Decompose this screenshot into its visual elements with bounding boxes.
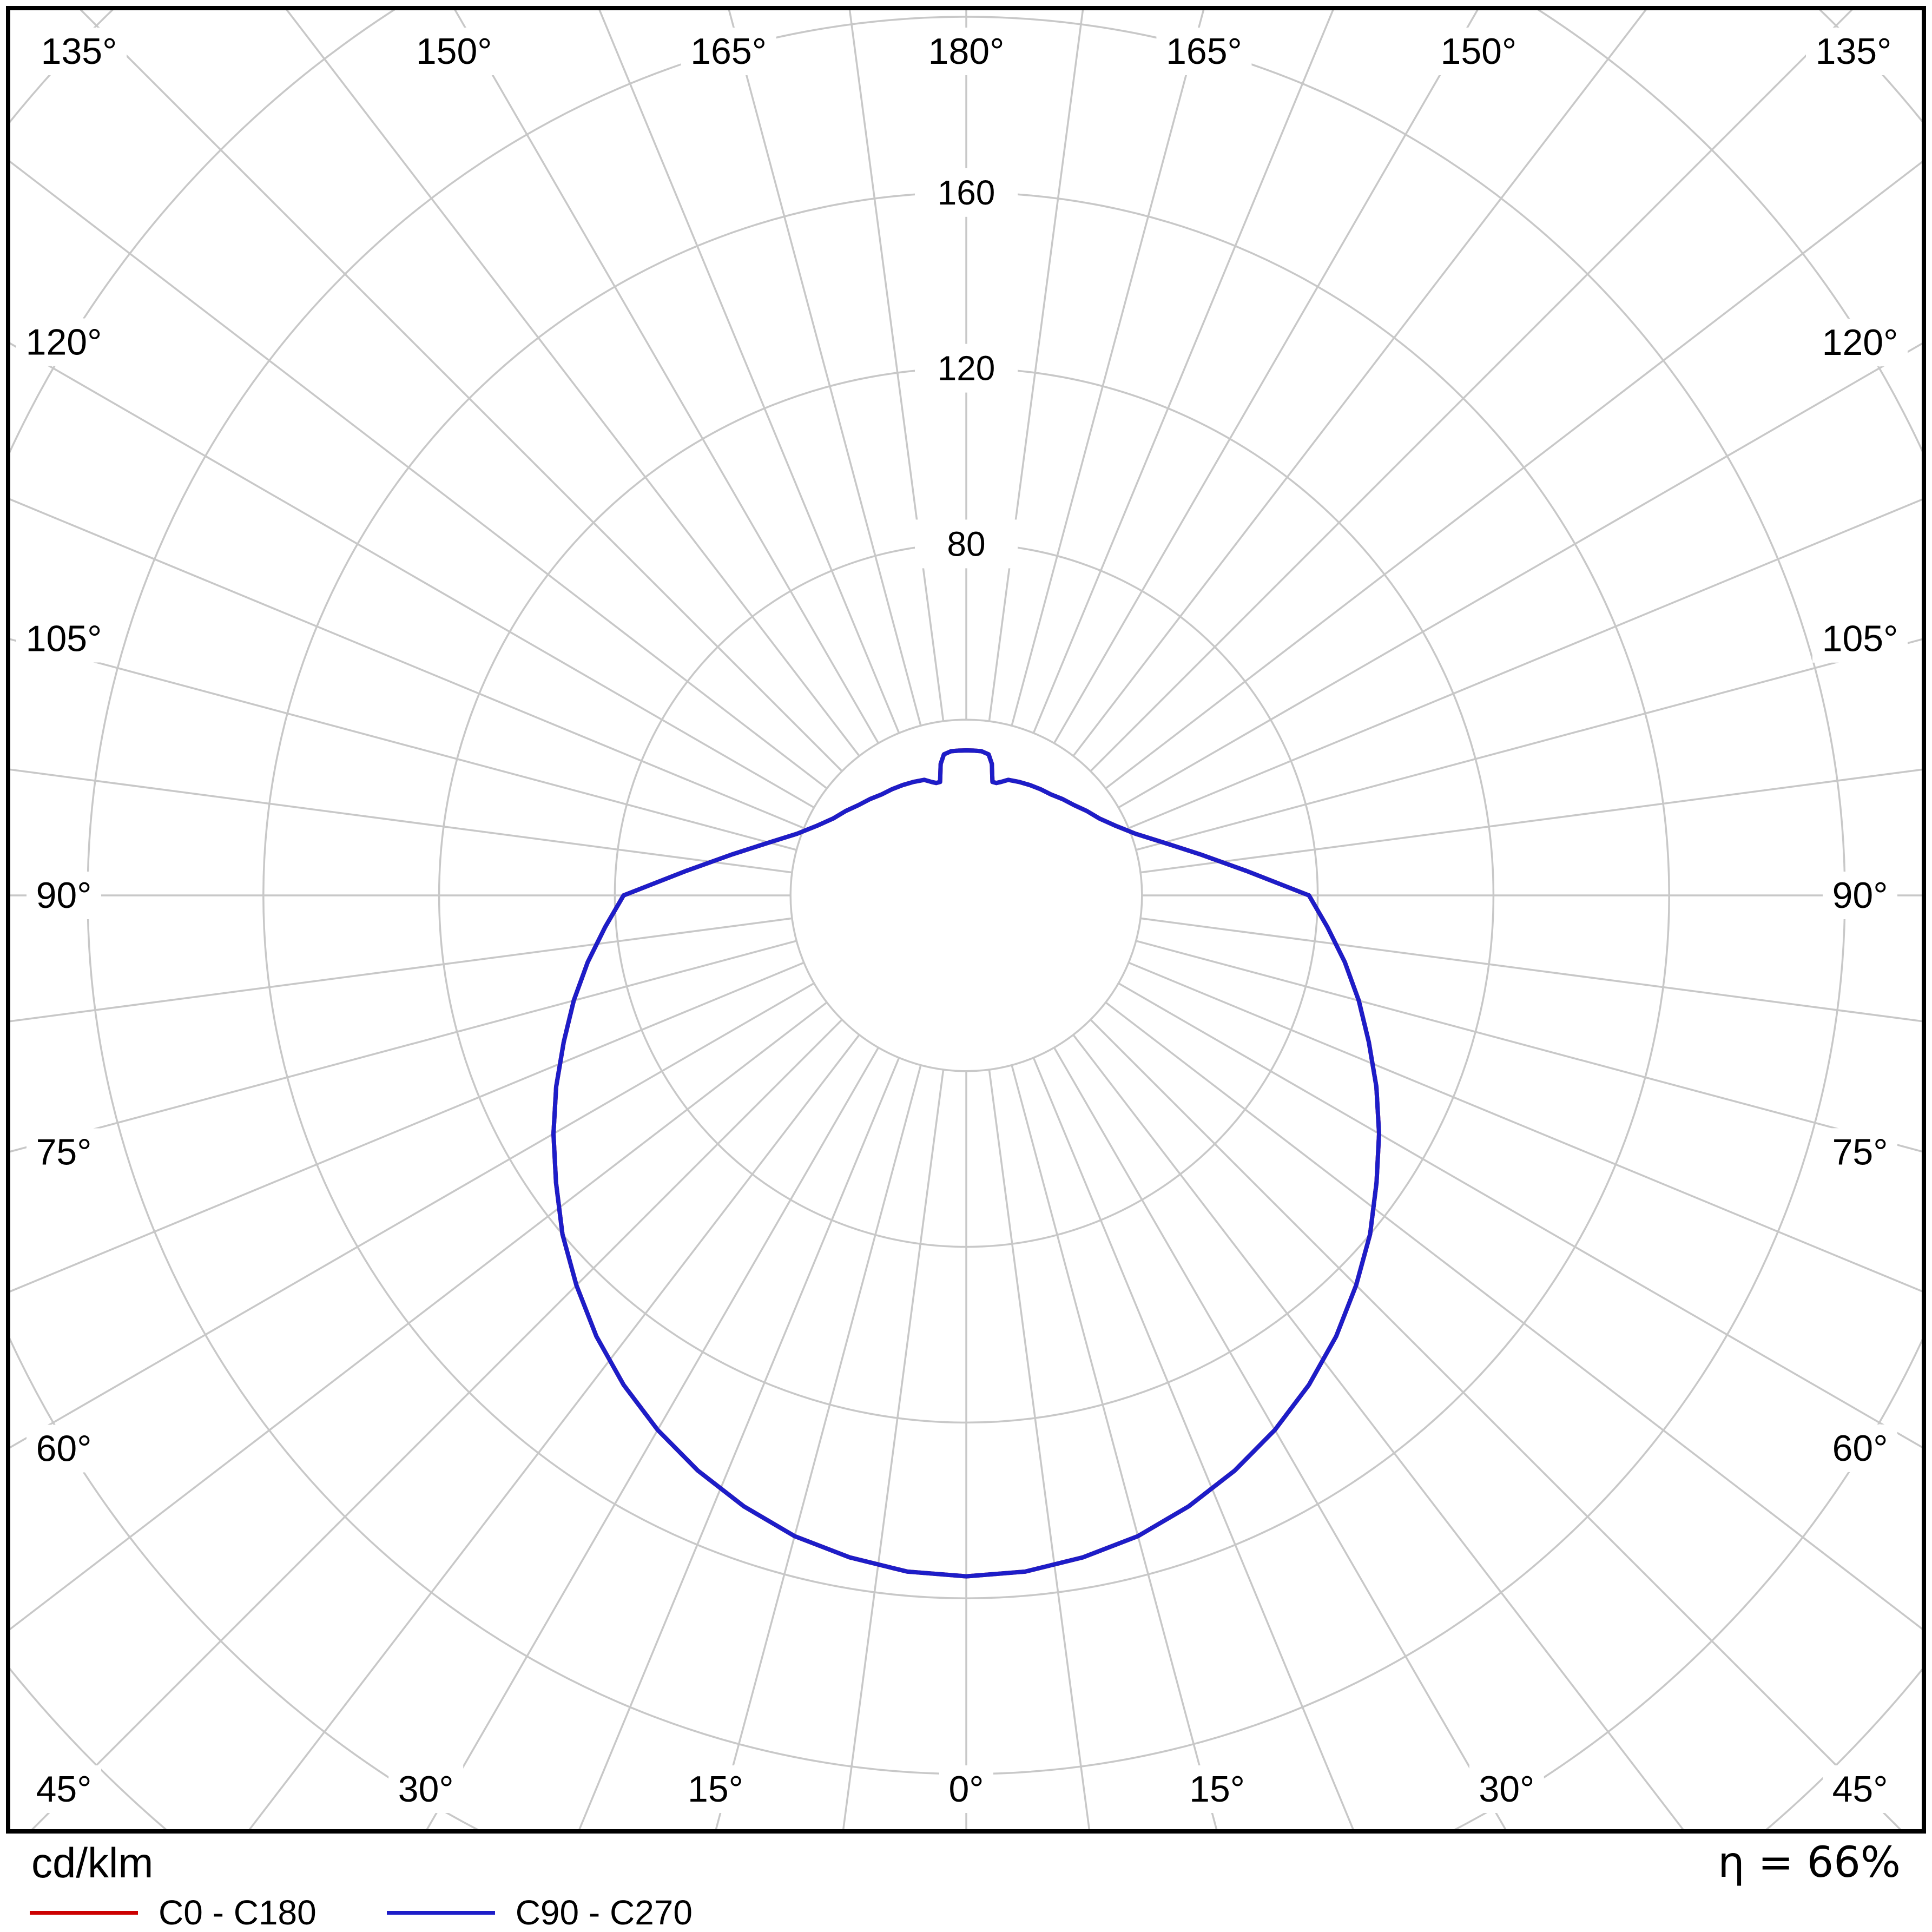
svg-text:180°: 180° — [928, 31, 1005, 72]
svg-text:90°: 90° — [36, 875, 92, 916]
legend-item-c0-c180: C0 - C180 — [30, 1893, 316, 1932]
legend-label-c0-c180: C0 - C180 — [159, 1893, 316, 1932]
svg-text:90°: 90° — [1832, 875, 1888, 916]
svg-text:120: 120 — [938, 349, 995, 388]
svg-text:30°: 30° — [398, 1769, 454, 1810]
svg-text:105°: 105° — [1822, 618, 1898, 660]
svg-text:80: 80 — [947, 524, 985, 563]
svg-text:160: 160 — [938, 173, 995, 212]
svg-text:45°: 45° — [1832, 1769, 1888, 1810]
svg-text:135°: 135° — [1816, 31, 1892, 72]
legend-label-c90-c270: C90 - C270 — [515, 1893, 693, 1932]
polar-photometric-chart: 80 120 160 0° 15° 15° 30° 30° 45° 45° 60° 60° 75° 75°… — [6, 6, 1926, 1834]
svg-text:15°: 15° — [688, 1769, 743, 1810]
svg-text:165°: 165° — [1166, 31, 1242, 72]
svg-text:120°: 120° — [1822, 322, 1898, 363]
efficiency-label: η = 66% — [1718, 1838, 1901, 1887]
unit-label: cd/klm — [31, 1839, 154, 1887]
svg-text:150°: 150° — [1441, 31, 1517, 72]
legend: C0 - C180 C90 - C270 — [30, 1893, 693, 1932]
svg-text:120°: 120° — [26, 322, 102, 363]
svg-text:105°: 105° — [26, 618, 102, 659]
legend-line-c0-c180 — [30, 1910, 138, 1915]
svg-text:165°: 165° — [690, 31, 767, 72]
legend-line-c90-c270 — [386, 1910, 495, 1915]
svg-text:0°: 0° — [948, 1769, 984, 1810]
svg-text:75°: 75° — [1832, 1131, 1888, 1172]
svg-text:75°: 75° — [36, 1132, 92, 1173]
svg-text:135°: 135° — [41, 31, 117, 72]
legend-item-c90-c270: C90 - C270 — [386, 1893, 693, 1932]
svg-text:60°: 60° — [36, 1428, 92, 1469]
svg-text:45°: 45° — [36, 1769, 92, 1810]
svg-text:30°: 30° — [1479, 1769, 1534, 1810]
svg-text:150°: 150° — [416, 31, 492, 72]
svg-text:60°: 60° — [1832, 1428, 1888, 1469]
svg-text:15°: 15° — [1189, 1769, 1245, 1810]
